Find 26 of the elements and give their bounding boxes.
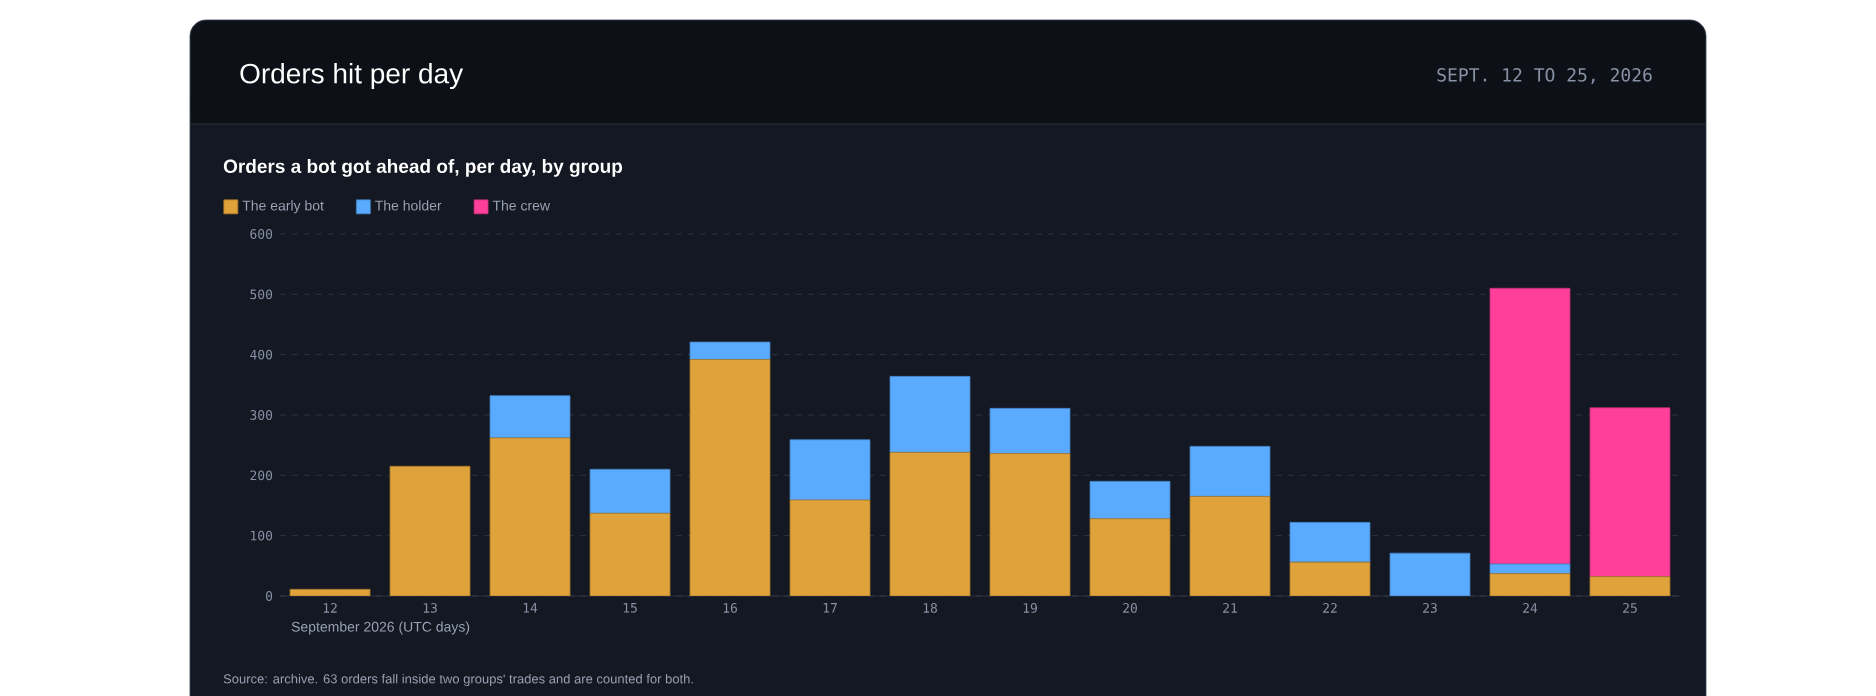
chart-title: Orders hit per day <box>240 62 464 90</box>
bar <box>1489 287 1571 565</box>
bar <box>989 453 1071 596</box>
bar <box>1289 521 1371 563</box>
bar <box>789 499 871 596</box>
bar <box>1589 407 1671 578</box>
bar <box>489 395 571 439</box>
bar <box>1189 445 1271 497</box>
bar <box>1089 480 1171 520</box>
bar <box>1189 496 1271 596</box>
bar <box>1389 552 1471 596</box>
chart-subtitle: Orders a bot got ahead of, per day, by group <box>223 159 623 177</box>
bar <box>389 465 471 596</box>
bar <box>589 512 671 596</box>
bar <box>1289 561 1371 596</box>
text: SEPT. 12 TO 25, 2026 <box>1437 68 1652 84</box>
bar <box>689 359 771 596</box>
bar <box>989 407 1071 454</box>
bar <box>889 451 971 596</box>
bar <box>489 437 571 596</box>
bar <box>889 375 971 453</box>
bar <box>789 439 871 501</box>
bar <box>1489 573 1570 596</box>
bar <box>1589 576 1671 596</box>
bar <box>589 468 671 514</box>
bar <box>1089 518 1171 596</box>
